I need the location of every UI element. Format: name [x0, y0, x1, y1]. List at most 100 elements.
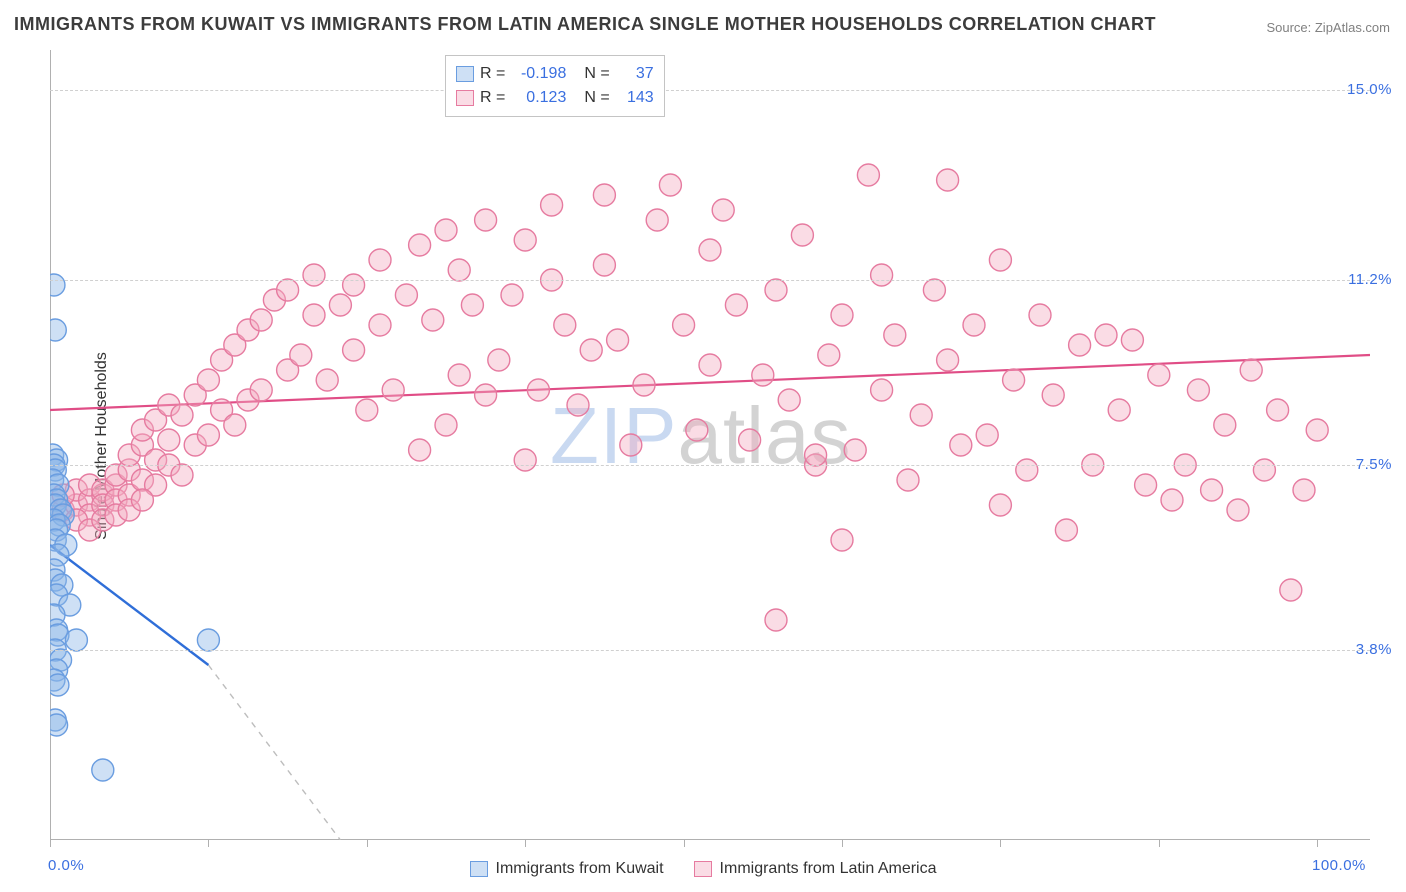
scatter-point-latin — [382, 379, 404, 401]
x-tick-mark — [684, 840, 685, 847]
scatter-point-latin — [884, 324, 906, 346]
scatter-point-kuwait — [50, 319, 66, 341]
scatter-point-latin — [1121, 329, 1143, 351]
scatter-point-kuwait — [50, 714, 68, 736]
scatter-point-latin — [871, 264, 893, 286]
legend-n-label: N = — [584, 89, 609, 107]
scatter-point-latin — [1201, 479, 1223, 501]
scatter-point-latin — [871, 379, 893, 401]
scatter-point-latin — [778, 389, 800, 411]
legend-swatch-latin — [694, 861, 712, 877]
scatter-point-latin — [395, 284, 417, 306]
scatter-point-latin — [791, 224, 813, 246]
scatter-point-latin — [620, 434, 642, 456]
scatter-point-latin — [277, 279, 299, 301]
legend-r-value: -0.198 — [511, 65, 566, 83]
scatter-point-latin — [1108, 399, 1130, 421]
scatter-point-latin — [343, 339, 365, 361]
scatter-point-latin — [250, 309, 272, 331]
scatter-point-latin — [976, 424, 998, 446]
x-tick-mark — [50, 840, 51, 847]
trend-line-kuwait-dashed — [208, 665, 340, 840]
scatter-point-latin — [1240, 359, 1262, 381]
scatter-point-latin — [131, 489, 153, 511]
scatter-point-latin — [1161, 489, 1183, 511]
series-legend: Immigrants from Kuwait Immigrants from L… — [0, 860, 1406, 878]
gridline — [50, 650, 1370, 651]
scatter-point-latin — [699, 354, 721, 376]
legend-label-kuwait: Immigrants from Kuwait — [496, 860, 664, 878]
scatter-point-latin — [1214, 414, 1236, 436]
scatter-point-latin — [171, 404, 193, 426]
scatter-point-latin — [897, 469, 919, 491]
scatter-point-latin — [475, 209, 497, 231]
scatter-point-latin — [831, 304, 853, 326]
x-tick-mark — [1000, 840, 1001, 847]
scatter-point-latin — [950, 434, 972, 456]
scatter-point-latin — [1135, 474, 1157, 496]
scatter-point-kuwait — [65, 629, 87, 651]
scatter-point-kuwait — [50, 274, 65, 296]
scatter-point-latin — [937, 169, 959, 191]
scatter-point-latin — [1055, 519, 1077, 541]
scatter-point-latin — [989, 494, 1011, 516]
scatter-point-latin — [805, 444, 827, 466]
scatter-point-latin — [739, 429, 761, 451]
scatter-point-latin — [409, 234, 431, 256]
scatter-point-latin — [1227, 499, 1249, 521]
scatter-point-latin — [673, 314, 695, 336]
scatter-point-latin — [844, 439, 866, 461]
source-prefix: Source: — [1266, 20, 1314, 35]
scatter-point-latin — [1293, 479, 1315, 501]
gridline — [50, 465, 1370, 466]
scatter-point-latin — [923, 279, 945, 301]
scatter-point-latin — [646, 209, 668, 231]
source-link[interactable]: ZipAtlas.com — [1315, 20, 1390, 35]
scatter-point-latin — [699, 239, 721, 261]
scatter-point-latin — [369, 314, 391, 336]
scatter-point-latin — [831, 529, 853, 551]
scatter-point-kuwait — [92, 759, 114, 781]
scatter-point-latin — [1016, 459, 1038, 481]
scatter-point-latin — [250, 379, 272, 401]
scatter-point-latin — [1267, 399, 1289, 421]
scatter-point-latin — [633, 374, 655, 396]
scatter-point-latin — [1042, 384, 1064, 406]
legend-item-kuwait: Immigrants from Kuwait — [470, 860, 664, 878]
scatter-point-latin — [303, 264, 325, 286]
scatter-point-latin — [501, 284, 523, 306]
scatter-point-kuwait — [50, 674, 69, 696]
scatter-point-latin — [329, 294, 351, 316]
scatter-point-latin — [527, 379, 549, 401]
scatter-point-latin — [356, 399, 378, 421]
scatter-point-latin — [224, 414, 246, 436]
scatter-point-latin — [1280, 579, 1302, 601]
x-axis-min-label: 0.0% — [48, 857, 84, 874]
scatter-point-latin — [303, 304, 325, 326]
scatter-point-latin — [554, 314, 576, 336]
legend-row-latin: R =0.123N =143 — [456, 86, 654, 110]
legend-label-latin: Immigrants from Latin America — [720, 860, 937, 878]
scatter-point-latin — [659, 174, 681, 196]
scatter-point-latin — [593, 254, 615, 276]
scatter-point-latin — [1306, 419, 1328, 441]
source-credit: Source: ZipAtlas.com — [1266, 20, 1390, 35]
x-axis-max-label: 100.0% — [1312, 857, 1366, 874]
correlation-legend: R =-0.198N =37R =0.123N =143 — [445, 55, 665, 117]
scatter-point-latin — [290, 344, 312, 366]
scatter-point-latin — [461, 294, 483, 316]
scatter-point-latin — [316, 369, 338, 391]
chart-title: IMMIGRANTS FROM KUWAIT VS IMMIGRANTS FRO… — [14, 14, 1156, 35]
scatter-point-latin — [541, 194, 563, 216]
legend-r-label: R = — [480, 89, 505, 107]
gridline — [50, 280, 1370, 281]
legend-swatch-kuwait — [470, 861, 488, 877]
scatter-point-latin — [857, 164, 879, 186]
x-tick-mark — [208, 840, 209, 847]
x-tick-mark — [367, 840, 368, 847]
scatter-point-latin — [514, 229, 536, 251]
legend-n-label: N = — [584, 65, 609, 83]
scatter-point-latin — [686, 419, 708, 441]
scatter-point-latin — [514, 449, 536, 471]
scatter-point-latin — [1069, 334, 1091, 356]
